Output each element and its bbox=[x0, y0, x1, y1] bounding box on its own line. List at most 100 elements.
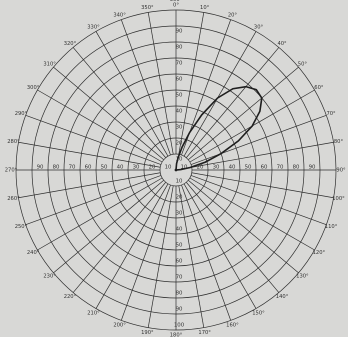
angle-label: 330° bbox=[87, 25, 100, 31]
radial-tick-label: 10 bbox=[176, 179, 183, 185]
grid-spoke bbox=[25, 175, 162, 226]
radial-tick-label: 60 bbox=[176, 77, 183, 83]
radial-tick-label: 90 bbox=[37, 165, 44, 171]
grid-spoke bbox=[190, 114, 327, 165]
angle-label: 250° bbox=[15, 224, 28, 230]
radial-tick-label: 70 bbox=[69, 165, 76, 171]
radial-tick-label: 40 bbox=[176, 109, 183, 115]
radial-tick-label: 30 bbox=[133, 165, 140, 171]
radial-tick-label: 50 bbox=[101, 165, 108, 171]
radial-tick-label: 20 bbox=[176, 195, 183, 201]
radial-tick-label: 80 bbox=[176, 45, 183, 51]
angle-label: 90° bbox=[336, 168, 346, 174]
radial-tick-label: 100 bbox=[174, 323, 185, 329]
radial-tick-label: 80 bbox=[176, 291, 183, 297]
angle-label: 220° bbox=[64, 294, 77, 300]
radial-tick-label: 50 bbox=[176, 93, 183, 99]
angle-label: 50° bbox=[298, 61, 308, 67]
angle-label: 200° bbox=[113, 323, 126, 329]
grid-spoke bbox=[186, 182, 280, 293]
grid-spoke bbox=[53, 180, 164, 274]
grid-spoke bbox=[191, 172, 334, 199]
angle-label: 310° bbox=[43, 61, 56, 67]
angle-label: 300° bbox=[27, 85, 40, 91]
radial-tick-label: 50 bbox=[176, 243, 183, 249]
grid-spoke bbox=[95, 183, 169, 309]
radial-tick-label: 90 bbox=[176, 29, 183, 35]
angle-label: 120° bbox=[313, 250, 326, 256]
radial-tick-label: 90 bbox=[309, 165, 316, 171]
radial-tick-label: 40 bbox=[229, 165, 236, 171]
angle-label: 290° bbox=[15, 111, 28, 117]
angle-label: 320° bbox=[64, 41, 77, 47]
angle-label: 340° bbox=[113, 12, 126, 18]
radial-tick-label: 40 bbox=[117, 165, 124, 171]
angle-label: 140° bbox=[276, 294, 289, 300]
radial-tick-label: 20 bbox=[149, 165, 156, 171]
angle-label: 130° bbox=[296, 274, 309, 280]
grid-spoke bbox=[37, 177, 163, 251]
angle-label: 70° bbox=[326, 111, 336, 117]
radial-tick-label: 10 bbox=[181, 165, 188, 171]
grid-spoke bbox=[188, 180, 299, 274]
radial-tick-label: 80 bbox=[293, 165, 300, 171]
angle-label: 160° bbox=[226, 323, 239, 329]
grid-spoke bbox=[188, 66, 299, 160]
angle-label: 110° bbox=[325, 224, 338, 230]
grid-spoke bbox=[189, 177, 315, 251]
grid-spoke bbox=[53, 66, 164, 160]
grid-spoke bbox=[18, 172, 161, 199]
series-line-0 bbox=[175, 85, 263, 171]
radial-tick-label: 60 bbox=[176, 259, 183, 265]
grid-spoke bbox=[25, 114, 162, 165]
radial-tick-label: 20 bbox=[176, 141, 183, 147]
grid-spoke bbox=[183, 31, 257, 157]
grid-spoke bbox=[178, 12, 205, 155]
grid-spoke bbox=[186, 47, 280, 158]
angle-label: 240° bbox=[27, 250, 40, 256]
radial-tick-label: 70 bbox=[277, 165, 284, 171]
grid-spoke bbox=[147, 12, 174, 155]
angle-label: 170° bbox=[198, 330, 211, 336]
radial-tick-label: 70 bbox=[176, 275, 183, 281]
radial-tick-label: 30 bbox=[176, 125, 183, 131]
radial-tick-label: 20 bbox=[197, 165, 204, 171]
radial-tick-label: 60 bbox=[261, 165, 268, 171]
angle-label: 350° bbox=[141, 5, 154, 11]
angle-label: 10° bbox=[200, 5, 210, 11]
radial-tick-label: 10 bbox=[165, 165, 172, 171]
grid-spoke bbox=[72, 182, 166, 293]
radial-tick-label: 40 bbox=[176, 227, 183, 233]
grid-spoke bbox=[37, 89, 163, 163]
radial-tick-label: 90 bbox=[176, 307, 183, 313]
radial-tick-label: 60 bbox=[85, 165, 92, 171]
angle-label: 180° bbox=[170, 333, 183, 337]
radial-tick-label: 50 bbox=[245, 165, 252, 171]
angle-label: 80° bbox=[334, 139, 344, 145]
angle-label: 190° bbox=[141, 330, 154, 336]
radial-tick-label: 10 bbox=[176, 157, 183, 163]
angle-label: 0° bbox=[173, 3, 179, 9]
angle-label: 30° bbox=[254, 25, 264, 31]
angle-label: 210° bbox=[87, 310, 100, 316]
angle-label: 270° bbox=[5, 168, 18, 174]
grid-spoke bbox=[181, 184, 232, 321]
radial-tick-label: 30 bbox=[176, 211, 183, 217]
grid-spoke bbox=[120, 184, 171, 321]
grid-spoke bbox=[147, 185, 174, 328]
grid-spoke bbox=[190, 175, 327, 226]
angle-label: 150° bbox=[252, 310, 265, 316]
grid-spoke bbox=[18, 141, 161, 168]
grid-spoke bbox=[178, 185, 205, 328]
angle-label: 260° bbox=[7, 196, 20, 202]
angle-label: 100° bbox=[332, 196, 345, 202]
radial-tick-label: 30 bbox=[213, 165, 220, 171]
angle-label: 230° bbox=[43, 274, 56, 280]
radial-tick-label: 80 bbox=[53, 165, 60, 171]
angle-label: 40° bbox=[277, 41, 287, 47]
grid-spoke bbox=[95, 31, 169, 157]
radial-tick-label: 70 bbox=[176, 61, 183, 67]
grid-spoke bbox=[72, 47, 166, 158]
grid-spoke bbox=[191, 141, 334, 168]
